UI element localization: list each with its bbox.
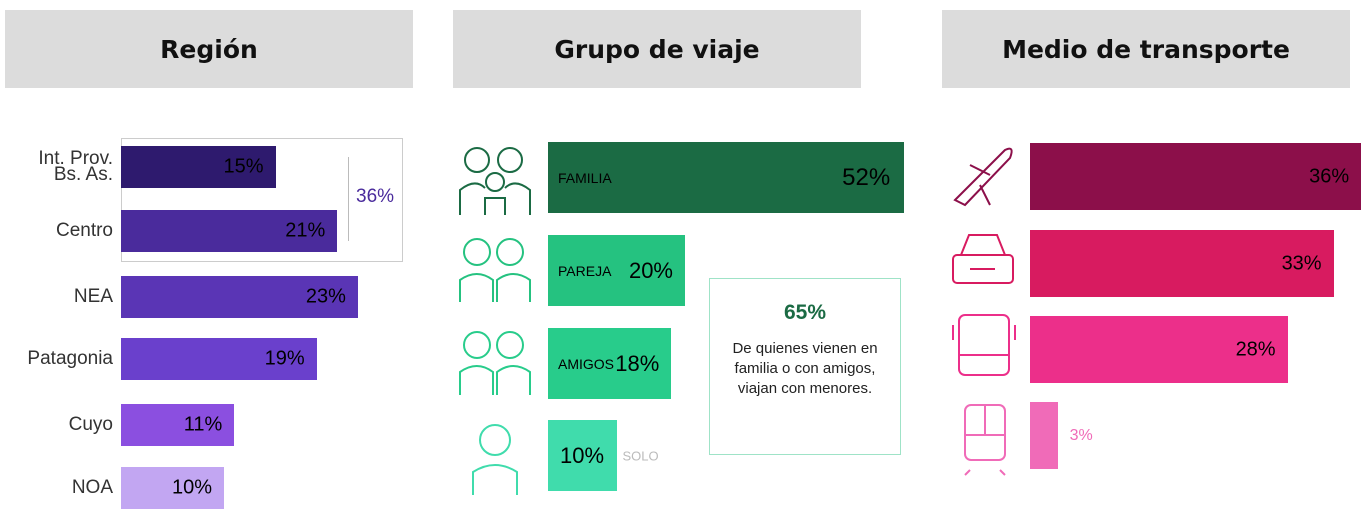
bar: 11% [121,404,235,446]
value-label: 11% [183,413,223,436]
icons [952,147,1016,476]
bracket-label: 36% [356,186,395,207]
bar: 3% [1030,402,1093,469]
category-label: NOA [71,477,113,498]
value-label: 52% [842,163,891,191]
bar: 18% AMIGOS [548,328,672,399]
value-label: 23% [305,285,346,308]
callout-text: De quienes vienen en familia o con amigo… [732,340,878,397]
value-label: 3% [1069,426,1093,444]
category-label: NEA [73,286,113,307]
value-label: 15% [223,155,264,178]
value-label: 36% [1309,165,1350,187]
value-label: 21% [285,219,326,242]
bar: 20% PAREJA [548,235,685,306]
header: Medio de transporte [942,10,1350,88]
bracket-line [348,157,349,241]
value-label: 19% [264,347,305,370]
value-label: 18% [615,350,660,376]
category-label: PAREJA [558,262,612,279]
category-label: SOLO [622,448,659,463]
callout-value: 65% [783,301,827,324]
category-label: AMIGOS [558,355,615,372]
value-label: 28% [1235,338,1276,360]
bar: 19% [121,338,317,380]
bar: 36% [1030,143,1362,210]
category-label: FAMILIA [558,169,612,186]
category-label: Int. Prov. Bs. As. [38,148,113,185]
bar: 23% [121,276,358,318]
bar: 15% [121,146,276,188]
bar: 21% [121,210,338,252]
bar: 33% [1030,230,1334,297]
category-label: Patagonia [27,348,113,369]
bar: 52% FAMILIA [548,142,905,213]
value-label: 10% [560,442,605,468]
callout: 65% De quienes vienen en familia o con a… [709,278,901,455]
header: Región [5,10,413,88]
bar: 10% [121,467,224,509]
bar: 28% [1030,316,1288,383]
header: Grupo de viaje [453,10,861,88]
value-label: 10% [171,476,212,499]
value-label: 20% [628,257,673,283]
category-label: Centro [55,220,113,241]
category-label: Cuyo [68,414,113,435]
value-label: 33% [1281,252,1322,274]
bracket-box [121,138,403,262]
icons [459,147,531,495]
bar: 10% SOLO [548,420,659,491]
